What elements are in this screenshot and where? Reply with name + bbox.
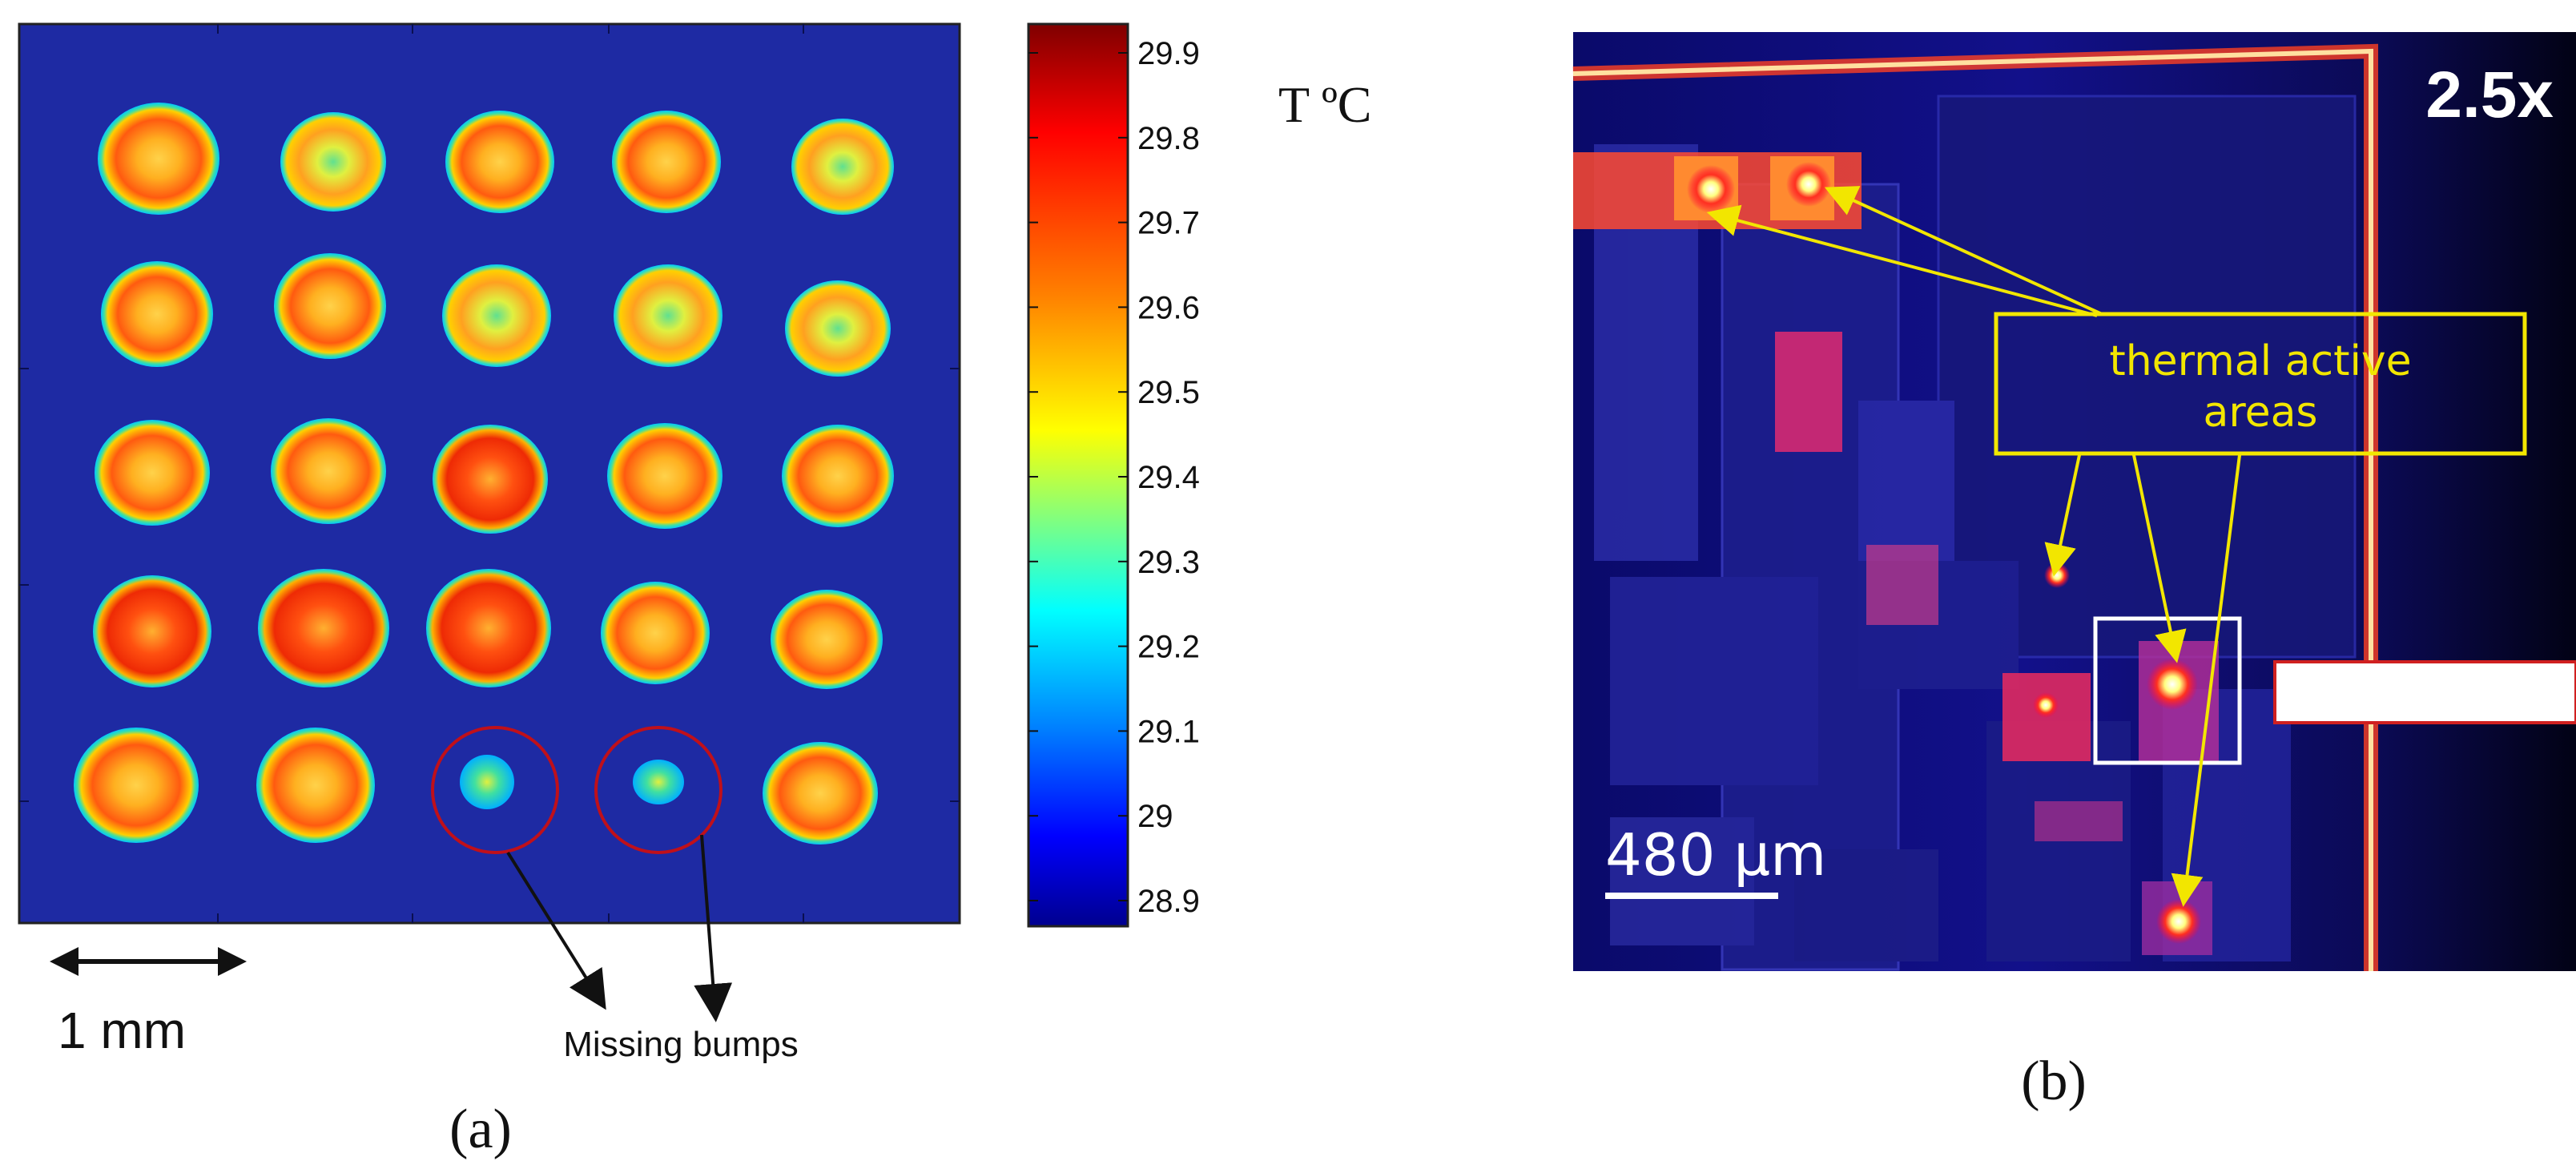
bump — [612, 111, 721, 213]
bump — [426, 569, 551, 687]
bump — [791, 119, 894, 215]
callout-box — [1994, 312, 2527, 456]
bump — [98, 103, 219, 215]
annotation-arrow — [506, 851, 606, 1010]
annotation-arrow — [694, 834, 733, 1022]
bump — [93, 575, 211, 687]
scale-bar-right-head — [218, 947, 247, 976]
bump — [280, 112, 386, 212]
colorbar-tick-label: 29.6 — [1137, 290, 1200, 325]
colorbar-tick-label: 29.4 — [1137, 460, 1200, 495]
bump — [442, 264, 551, 367]
missing-bump-marker — [594, 726, 722, 854]
hot-spot — [2147, 659, 2198, 710]
bump — [614, 264, 722, 367]
colorbar-tick-label: 29.1 — [1137, 714, 1200, 749]
panel-a: Missing bumps 1 mm 29.929.829.729.629.52… — [18, 22, 1371, 1160]
missing-bump — [633, 760, 684, 804]
colorbar-tick-label: 29.3 — [1137, 545, 1200, 580]
missing-bump-marker — [431, 726, 559, 854]
panel-a-caption: (a) — [449, 1098, 512, 1160]
hot-spot — [1687, 165, 1735, 213]
warm-region — [1866, 545, 1938, 625]
bump — [256, 728, 375, 843]
bump — [445, 111, 554, 213]
bump — [782, 425, 894, 527]
bump — [271, 418, 386, 524]
die-structures — [1594, 95, 2357, 971]
hot-spot — [1786, 162, 1831, 207]
scale-bar-a-label: 1 mm — [58, 1002, 186, 1059]
bump — [274, 253, 386, 359]
hot-spot — [2156, 899, 2201, 944]
callout-line-2: areas — [2203, 389, 2317, 437]
bump — [771, 590, 883, 689]
colorbar-unit-label: T ºC — [1278, 76, 1371, 133]
missing-bump — [460, 755, 514, 809]
bump — [607, 423, 722, 529]
hot-spot — [2033, 692, 2059, 718]
bump-grid — [74, 103, 894, 845]
colorbar-tick-label: 29.9 — [1137, 36, 1200, 71]
thermal-map-ticks — [19, 24, 960, 923]
scale-bar-b-label: 480 µm — [1605, 821, 1826, 889]
colorbar-tick-label: 29.5 — [1137, 375, 1200, 410]
colorbar-tick-labels: 29.9 29.8 29.7 29.6 29.5 29.4 29.3 29.2 29.1 29 28… — [1137, 36, 1200, 919]
colorbar-tick-label: 29.8 — [1137, 121, 1200, 156]
bump — [763, 742, 878, 845]
bump — [101, 261, 213, 367]
warm-region — [2035, 801, 2123, 841]
warm-region — [1775, 332, 1842, 452]
zoom-label: 2.5x — [2425, 58, 2554, 131]
bump — [258, 569, 389, 687]
colorbar-tick-label: 29.2 — [1137, 630, 1200, 665]
hot-spot — [2044, 562, 2070, 588]
scale-bar-left-head — [50, 947, 78, 976]
panel-b: thermal active areas 2.5x 480 µm (b) — [1572, 32, 2576, 1112]
probe-bar — [2273, 660, 2576, 724]
colorbar-tick-label: 28.9 — [1137, 884, 1200, 919]
bump — [601, 582, 710, 684]
colorbar-ticks — [1028, 52, 1128, 901]
bump — [785, 280, 891, 377]
missing-bumps-label: Missing bumps — [563, 1025, 798, 1064]
bump — [74, 728, 199, 843]
bump — [433, 425, 548, 534]
colorbar — [1027, 22, 1129, 928]
colorbar-tick-label: 29.7 — [1137, 206, 1200, 241]
bump — [95, 420, 210, 526]
callout-arrows — [1706, 186, 2241, 907]
panel-b-caption: (b) — [2021, 1050, 2087, 1112]
colorbar-tick-label: 29 — [1137, 799, 1173, 834]
callout-line-1: thermal active — [2109, 337, 2411, 385]
